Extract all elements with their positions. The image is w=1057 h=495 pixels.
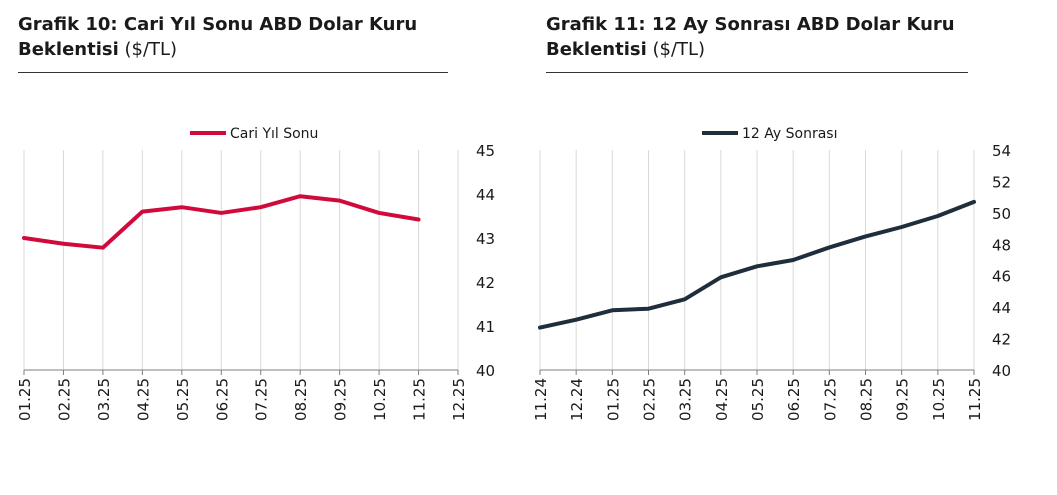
title-divider [546,72,968,73]
x-tick-label: 05.25 [749,378,767,421]
chart-title-unit: ($/TL) [124,39,178,60]
x-tick-label: 09.25 [332,378,350,421]
y-tick-label: 41 [476,318,495,336]
y-tick-label: 43 [476,230,495,248]
series-line [22,194,421,250]
y-tick-labels: 40 41 42 43 44 45 [476,142,495,380]
x-tick-labels: 11.24 12.24 01.25 02.25 03.25 04.25 05.25 06.25… [532,370,984,421]
chart-title-bold: Grafik 11: 12 Ay Sonrası ABD Dolar Kuru … [546,14,955,60]
title-divider [18,72,448,73]
x-tick-label: 03.25 [677,378,695,421]
gridlines [23,150,459,370]
y-tick-label: 40 [992,362,1011,380]
legend: Cari Yıl Sonu [190,126,318,142]
series-line [538,199,976,330]
chart-title: Grafik 10: Cari Yıl Sonu ABD Dolar Kuru … [18,12,458,73]
chart-title-bold: Grafik 10: Cari Yıl Sonu ABD Dolar Kuru … [18,14,418,60]
legend: 12 Ay Sonrası [702,126,837,142]
x-tick-label: 12.24 [568,378,586,421]
x-tick-label: 01.25 [16,378,34,421]
y-tick-label: 44 [476,186,495,204]
legend-label: 12 Ay Sonrası [742,126,837,142]
y-tick-label: 45 [476,142,495,160]
line-chart-12-ay-sonrasi: 11.24 12.24 01.25 02.25 03.25 04.25 05.25 06.25… [532,126,1011,421]
x-tick-label: 10.25 [371,378,389,421]
chart-title-unit: ($/TL) [652,39,706,60]
x-tick-label: 02.25 [55,378,73,421]
x-tick-labels: 01.25 02.25 03.25 04.25 05.25 06.25 07.25 08.25… [16,370,468,421]
legend-label: Cari Yıl Sonu [230,126,318,142]
chart-panel-1: Grafik 10: Cari Yıl Sonu ABD Dolar Kuru … [0,0,520,495]
x-tick-label: 03.25 [95,378,113,421]
y-tick-label: 54 [992,142,1011,160]
gridlines [539,150,975,370]
chart-title: Grafik 11: 12 Ay Sonrası ABD Dolar Kuru … [546,12,996,73]
y-tick-label: 48 [992,236,1011,254]
x-tick-label: 02.25 [641,378,659,421]
y-tick-label: 42 [992,331,1011,349]
x-tick-label: 12.25 [450,378,468,421]
y-tick-label: 52 [992,173,1011,191]
x-tick-label: 08.25 [292,378,310,421]
y-tick-label: 42 [476,274,495,292]
x-tick-label: 05.25 [174,378,192,421]
x-tick-label: 11.25 [966,378,984,421]
x-tick-label: 07.25 [253,378,271,421]
y-tick-label: 50 [992,205,1011,223]
x-tick-label: 04.25 [134,378,152,421]
x-tick-label: 11.24 [532,378,550,421]
y-tick-labels: 40 42 44 46 48 50 52 54 [992,142,1011,380]
x-tick-label: 04.25 [713,378,731,421]
y-tick-label: 44 [992,299,1011,317]
x-tick-label: 11.25 [411,378,429,421]
x-tick-label: 01.25 [604,378,622,421]
x-tick-label: 09.25 [894,378,912,421]
x-tick-label: 10.25 [930,378,948,421]
y-tick-label: 46 [992,268,1011,286]
x-tick-label: 06.25 [785,378,803,421]
y-tick-label: 40 [476,362,495,380]
line-chart-cari-yil-sonu: 01.25 02.25 03.25 04.25 05.25 06.25 07.25 08.25… [16,126,495,421]
chart-panel-2: Grafik 11: 12 Ay Sonrası ABD Dolar Kuru … [528,0,1057,495]
x-tick-label: 07.25 [821,378,839,421]
x-tick-label: 06.25 [213,378,231,421]
x-tick-label: 08.25 [858,378,876,421]
